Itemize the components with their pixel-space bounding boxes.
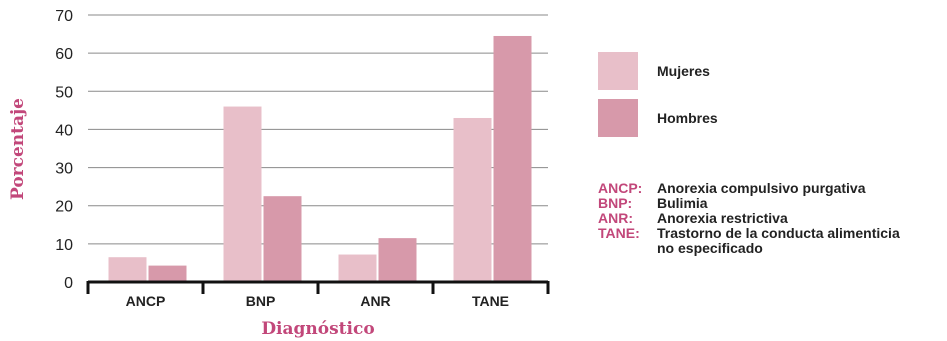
- bar-hombres-anr: [378, 238, 417, 282]
- x-axis: [86, 280, 550, 294]
- y-tick-label: 40: [55, 122, 73, 139]
- y-tick-label: 50: [55, 84, 73, 101]
- y-tick-label: 70: [55, 8, 73, 25]
- y-tick-label: 60: [55, 46, 73, 63]
- x-tick-label: TANE: [472, 293, 509, 309]
- x-axis-title: Diagnóstico: [261, 319, 374, 339]
- abbreviation-key: ANCP: Anorexia compulsivo purgativa BNP: Bu…: [598, 180, 900, 256]
- abbreviation-code: BNP:: [598, 195, 632, 211]
- legend-label: Mujeres: [657, 63, 710, 79]
- y-tick-label: 20: [55, 199, 73, 216]
- x-tick-label: ANR: [360, 293, 390, 309]
- bar-hombres-bnp: [263, 196, 302, 282]
- abbreviation-description: Trastorno de la conducta alimenticia: [657, 225, 900, 241]
- legend-swatch-mujeres: [598, 52, 638, 90]
- abbreviation-code: ANCP:: [598, 180, 642, 196]
- abbreviation-description: Anorexia compulsivo purgativa: [657, 180, 866, 196]
- y-tick-label: 10: [55, 237, 73, 254]
- y-tick-label: 0: [64, 275, 73, 292]
- bars: [108, 35, 532, 283]
- x-tick-label: ANCP: [126, 293, 166, 309]
- y-axis-ticks: 0 10 20 30 40 50 60 70: [55, 8, 73, 292]
- abbreviation-description: Anorexia restrictiva: [657, 210, 788, 226]
- legend: Mujeres Hombres: [598, 52, 718, 137]
- x-tick-label: BNP: [246, 293, 276, 309]
- bar-mujeres-ancp: [108, 257, 147, 282]
- abbreviation-code: TANE:: [598, 225, 640, 241]
- bar-hombres-ancp: [148, 265, 187, 282]
- legend-swatch-hombres: [598, 99, 638, 137]
- y-tick-label: 30: [55, 161, 73, 178]
- gridlines: [88, 14, 548, 245]
- bar-mujeres-tane: [453, 117, 492, 282]
- bar-mujeres-anr: [338, 254, 377, 282]
- bar-hombres-tane: [493, 35, 532, 282]
- bar-mujeres-bnp: [223, 106, 262, 283]
- abbreviation-description: no especificado: [657, 240, 763, 256]
- legend-label: Hombres: [657, 110, 718, 126]
- abbreviation-code: ANR:: [598, 210, 633, 226]
- abbreviation-description: Bulimia: [657, 195, 708, 211]
- y-axis-title: Porcentaje: [8, 98, 28, 200]
- x-axis-category-labels: ANCP BNP ANR TANE: [126, 293, 509, 309]
